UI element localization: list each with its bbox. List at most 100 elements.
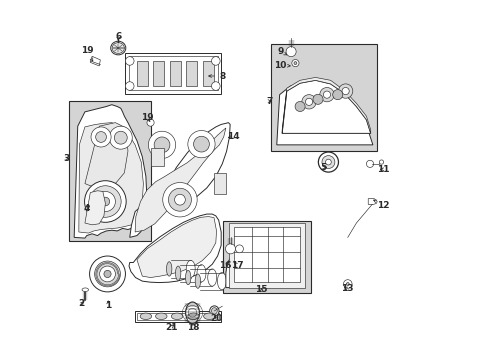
Ellipse shape bbox=[155, 313, 167, 319]
Circle shape bbox=[104, 270, 111, 278]
Text: 21: 21 bbox=[165, 323, 177, 332]
Bar bbox=[129, 56, 217, 90]
Text: 18: 18 bbox=[186, 323, 199, 332]
Polygon shape bbox=[229, 223, 304, 288]
Text: 13: 13 bbox=[341, 284, 353, 293]
Text: 4: 4 bbox=[83, 204, 90, 213]
Ellipse shape bbox=[175, 266, 181, 280]
Circle shape bbox=[294, 102, 305, 112]
Ellipse shape bbox=[203, 313, 215, 319]
Bar bbox=[169, 61, 180, 86]
Text: 17: 17 bbox=[230, 261, 243, 270]
Circle shape bbox=[319, 87, 333, 102]
Circle shape bbox=[301, 95, 316, 109]
Bar bbox=[69, 101, 151, 241]
Text: 16: 16 bbox=[219, 261, 231, 270]
Text: 5: 5 bbox=[320, 163, 326, 172]
Circle shape bbox=[95, 192, 115, 212]
Circle shape bbox=[89, 256, 125, 292]
Circle shape bbox=[174, 194, 185, 205]
Text: 20: 20 bbox=[210, 314, 222, 323]
Polygon shape bbox=[74, 105, 147, 238]
Ellipse shape bbox=[195, 274, 200, 288]
Circle shape bbox=[211, 57, 220, 65]
Text: 11: 11 bbox=[377, 165, 389, 174]
Polygon shape bbox=[282, 80, 370, 134]
Circle shape bbox=[338, 84, 352, 98]
Circle shape bbox=[89, 186, 121, 217]
Circle shape bbox=[109, 126, 132, 149]
Circle shape bbox=[193, 136, 209, 152]
Polygon shape bbox=[85, 191, 105, 225]
Text: 6: 6 bbox=[115, 32, 121, 41]
Polygon shape bbox=[282, 77, 370, 134]
Bar bbox=[151, 148, 163, 166]
Ellipse shape bbox=[209, 306, 219, 316]
Polygon shape bbox=[90, 56, 100, 66]
Circle shape bbox=[305, 98, 312, 105]
Ellipse shape bbox=[207, 269, 216, 286]
Text: 7: 7 bbox=[266, 96, 273, 105]
Circle shape bbox=[187, 131, 215, 158]
Circle shape bbox=[285, 46, 296, 57]
Polygon shape bbox=[233, 227, 300, 282]
Polygon shape bbox=[276, 82, 372, 145]
Bar bbox=[214, 173, 225, 194]
Ellipse shape bbox=[217, 273, 226, 290]
Ellipse shape bbox=[186, 260, 195, 278]
Polygon shape bbox=[225, 247, 304, 288]
Circle shape bbox=[96, 132, 106, 142]
Circle shape bbox=[235, 245, 243, 253]
Polygon shape bbox=[367, 199, 376, 204]
Polygon shape bbox=[137, 217, 216, 278]
Circle shape bbox=[100, 266, 115, 282]
Circle shape bbox=[125, 82, 134, 90]
Circle shape bbox=[323, 91, 330, 98]
Text: 19: 19 bbox=[81, 46, 94, 61]
Text: 9: 9 bbox=[277, 47, 286, 56]
Text: 8: 8 bbox=[208, 72, 225, 81]
Circle shape bbox=[84, 181, 126, 222]
Circle shape bbox=[379, 160, 383, 164]
Ellipse shape bbox=[82, 288, 88, 292]
Circle shape bbox=[147, 119, 154, 126]
Circle shape bbox=[341, 87, 348, 95]
Ellipse shape bbox=[112, 42, 124, 53]
Circle shape bbox=[325, 159, 330, 165]
Bar bbox=[137, 61, 147, 86]
Circle shape bbox=[154, 137, 169, 153]
Text: 14: 14 bbox=[226, 132, 239, 141]
Ellipse shape bbox=[211, 308, 217, 314]
Circle shape bbox=[318, 152, 338, 172]
Circle shape bbox=[91, 127, 111, 147]
Circle shape bbox=[211, 82, 220, 90]
Text: 12: 12 bbox=[373, 200, 389, 210]
Circle shape bbox=[125, 57, 134, 65]
Ellipse shape bbox=[185, 302, 199, 323]
Circle shape bbox=[366, 160, 373, 167]
Circle shape bbox=[225, 244, 235, 254]
Text: 19: 19 bbox=[141, 113, 153, 122]
Ellipse shape bbox=[140, 313, 151, 319]
Bar bbox=[125, 53, 221, 94]
Ellipse shape bbox=[187, 313, 199, 319]
Ellipse shape bbox=[197, 265, 205, 282]
Circle shape bbox=[101, 197, 109, 206]
Circle shape bbox=[332, 90, 342, 100]
Circle shape bbox=[321, 156, 334, 168]
Polygon shape bbox=[135, 128, 225, 232]
Text: 1: 1 bbox=[105, 301, 111, 310]
Ellipse shape bbox=[185, 270, 190, 285]
Circle shape bbox=[114, 131, 127, 144]
Circle shape bbox=[346, 283, 348, 285]
Circle shape bbox=[312, 94, 323, 104]
Circle shape bbox=[291, 59, 298, 67]
Text: 10: 10 bbox=[274, 61, 290, 70]
Polygon shape bbox=[79, 123, 143, 233]
Bar bbox=[186, 61, 197, 86]
Text: 2: 2 bbox=[79, 299, 84, 308]
Ellipse shape bbox=[166, 262, 171, 276]
Polygon shape bbox=[129, 123, 230, 237]
Bar bbox=[203, 61, 214, 86]
Circle shape bbox=[293, 62, 296, 64]
